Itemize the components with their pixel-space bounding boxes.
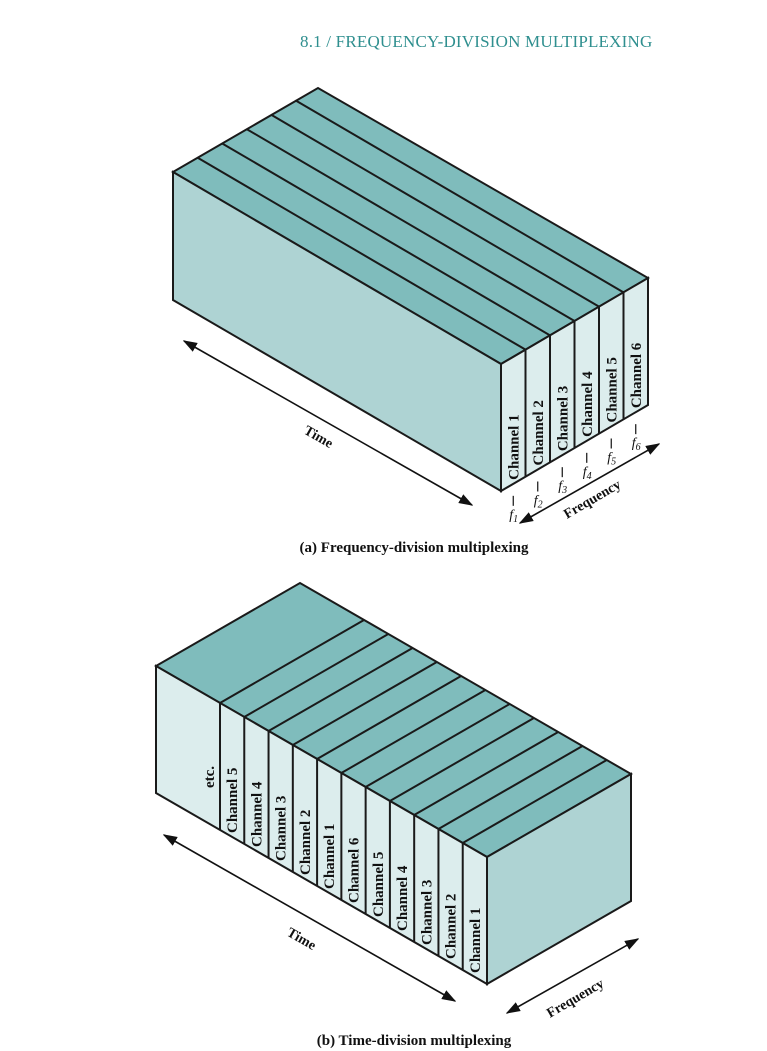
fdm-time-label: Time — [301, 423, 335, 451]
tdm-end-face — [486, 772, 632, 986]
tdm-frequency-arrow — [505, 938, 640, 1014]
fdm-channel-label: Channel 6 — [629, 342, 645, 408]
page-header: 8.1 / FREQUENCY-DIVISION MULTIPLEXING — [300, 32, 653, 51]
tdm-channel-label: Channel 2 — [298, 810, 314, 875]
fdm-channel-label: Channel 1 — [506, 414, 522, 479]
tdm-top-divider — [437, 745, 583, 830]
fdm-channel-label: Channel 5 — [604, 357, 620, 422]
fdm-frequency-tick-label: f2 — [534, 494, 543, 511]
tdm-top-divider — [365, 703, 511, 788]
fdm-frequency-tick-label: f4 — [583, 465, 592, 482]
tdm-time-label: Time — [284, 925, 318, 953]
fdm-frequency-tick-label: f6 — [632, 436, 641, 453]
tdm-diagram: Channel 5 Channel 4 Channel 3 Channel 2 Chan… — [153, 581, 640, 1049]
tdm-etc-label: etc. — [202, 766, 218, 788]
tdm-top-divider — [292, 661, 438, 746]
tdm-channel-label: Channel 3 — [419, 880, 435, 945]
tdm-top-divider — [268, 647, 414, 732]
tdm-channel-label: Channel 5 — [225, 768, 241, 833]
tdm-channel-label: Channel 4 — [395, 865, 411, 931]
tdm-caption: (b) Time-division multiplexing — [317, 1033, 512, 1049]
tdm-channel-label: Channel 3 — [274, 796, 290, 861]
tdm-channel-label: Channel 1 — [322, 824, 338, 889]
fdm-channel-label: Channel 2 — [531, 400, 547, 465]
tdm-channel-label: Channel 6 — [347, 837, 363, 903]
fdm-frequency-tick-label: f5 — [607, 451, 616, 468]
tdm-top-divider — [462, 759, 608, 844]
fdm-top-divider — [294, 99, 625, 294]
tdm-channel-label: Channel 1 — [468, 908, 484, 973]
tdm-channel-label: Channel 4 — [249, 781, 265, 847]
tdm-top-divider — [340, 689, 486, 774]
tdm-top-divider — [243, 633, 389, 718]
fdm-frequency-tick-label: f3 — [558, 479, 567, 496]
fdm-frequency-label: Frequency — [561, 477, 623, 522]
tdm-top-divider — [219, 619, 365, 704]
fdm-diagram: Channel 1 Channel 2 Channel 3 Channel 4 Chan… — [171, 86, 661, 556]
fdm-top-divider — [245, 128, 576, 322]
tdm-top-divider — [316, 675, 462, 760]
fdm-top-divider — [196, 156, 527, 351]
fdm-time-arrow — [182, 340, 474, 506]
fdm-channel-label: Channel 4 — [580, 371, 596, 437]
fdm-frequency-tick-label: f1 — [509, 508, 518, 525]
fdm-top-divider — [270, 113, 600, 308]
tdm-top-divider — [389, 717, 535, 802]
tdm-time-arrow — [162, 834, 457, 1002]
fdm-top-divider — [221, 142, 551, 337]
fdm-frequency-arrow — [518, 443, 661, 524]
fdm-channel-label: Channel 3 — [555, 386, 571, 451]
tdm-top-divider — [413, 731, 559, 816]
tdm-frequency-label: Frequency — [544, 976, 606, 1021]
tdm-channel-label: Channel 2 — [444, 894, 460, 959]
tdm-channel-label: Channel 5 — [371, 852, 387, 917]
fdm-caption: (a) Frequency-division multiplexing — [300, 540, 529, 556]
